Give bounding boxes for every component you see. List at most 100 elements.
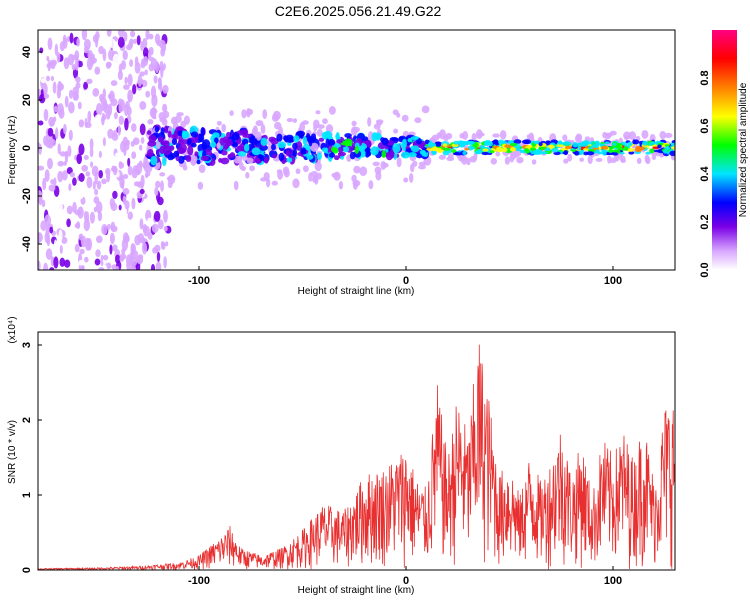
spectrogram-cell <box>146 130 152 135</box>
x-tick-label: -100 <box>188 575 210 587</box>
spectrogram-cell <box>353 165 361 174</box>
spectrogram-cell <box>260 177 268 182</box>
spectrogram-cell <box>52 81 57 94</box>
spectrogram-cell <box>229 110 234 116</box>
spectrogram-cell <box>447 153 454 160</box>
spectrogram-cell <box>241 109 247 119</box>
spectrogram-cell <box>651 154 657 161</box>
spectrogram-cell <box>321 131 329 140</box>
spectrogram-cell <box>151 106 157 116</box>
spectrogram-cell <box>136 35 141 46</box>
spectrogram-cell <box>171 138 178 145</box>
spectrogram-cell <box>59 257 66 267</box>
spectrogram-cell <box>81 164 89 172</box>
spectrogram-cell <box>74 223 80 229</box>
colorbar-gradient <box>712 30 737 270</box>
spectrogram-cell <box>401 138 407 149</box>
spectrogram-cell <box>68 183 72 192</box>
spectrogram-cell <box>292 148 298 158</box>
spectrogram-cell <box>123 84 130 90</box>
spectrogram-cell <box>146 149 154 158</box>
spectrogram-cell <box>214 137 219 144</box>
spectrogram-cell <box>64 95 69 108</box>
spectrogram-cell <box>154 125 160 133</box>
spectrogram-x-ticks: -100 0 100 <box>188 266 622 287</box>
snr-y-ticks: 3 2 1 0 <box>21 342 42 573</box>
spectrogram-cell <box>142 47 149 58</box>
spectrogram-cell <box>45 248 53 260</box>
spectrogram-cell <box>53 105 58 113</box>
spectrogram-cell <box>644 154 650 164</box>
spectrogram-cell <box>156 251 161 262</box>
spectrogram-cell <box>139 144 143 151</box>
spectrogram-cell <box>303 165 309 173</box>
spectrogram-cell <box>187 145 194 156</box>
spectrogram-cell <box>343 146 350 153</box>
spectrogram-cell <box>354 146 360 154</box>
spectrogram-cell <box>513 139 522 145</box>
spectrogram-cell <box>89 138 94 150</box>
spectrogram-cell <box>66 36 71 43</box>
spectrogram-cell <box>132 257 138 266</box>
spectrogram-cell <box>410 136 419 141</box>
spectrogram-cell <box>94 66 101 75</box>
spectrogram-cell <box>123 31 128 42</box>
spectrogram-cell <box>132 137 140 145</box>
spectrogram-cell <box>167 130 172 138</box>
spectrogram-cell <box>68 129 73 141</box>
spectrogram-cell <box>582 147 591 151</box>
spectrogram-cell <box>134 61 141 74</box>
spectrogram-cell <box>671 140 675 144</box>
spectrogram-cell <box>158 77 162 88</box>
spectrogram-cell <box>464 147 470 151</box>
spectrogram-cell <box>103 206 111 212</box>
spectrogram-cell <box>131 197 136 210</box>
spectrogram-cell <box>140 174 145 188</box>
spectrogram-cell <box>612 142 617 146</box>
spectrogram-cell <box>43 262 49 270</box>
spectrogram-cell <box>664 144 670 147</box>
spectrogram-cell <box>251 147 261 156</box>
spectrogram-cell <box>122 173 129 179</box>
spectrogram-cell <box>628 151 635 155</box>
spectrogram-cell <box>409 163 415 173</box>
spectrogram-cell <box>616 148 621 154</box>
spectrogram-cell <box>78 119 85 128</box>
spectrogram-cell <box>352 180 358 190</box>
spectrogram-cell <box>144 172 149 179</box>
spectrogram-cell <box>176 112 184 117</box>
spectrogram-cell <box>403 177 409 183</box>
spectrogram-cell <box>286 117 294 123</box>
spectrogram-cell <box>178 143 187 154</box>
snr-y-label: SNR (10 * v/v) <box>7 420 18 484</box>
colorbar-tick-label: 0.2 <box>699 214 711 229</box>
spectrogram-cell <box>650 141 657 145</box>
spectrogram-cell <box>114 152 121 161</box>
spectrogram-cell <box>119 255 125 262</box>
x-tick-label: 0 <box>403 575 409 587</box>
spectrogram-cell <box>608 146 615 150</box>
spectrogram-cell <box>233 180 239 191</box>
spectrogram-cell <box>328 106 336 115</box>
spectrogram-cell <box>107 39 113 48</box>
spectrogram-cell <box>186 138 192 145</box>
spectrogram-cell <box>86 176 93 189</box>
spectrogram-cell <box>492 133 500 138</box>
spectrogram-cell <box>246 157 254 164</box>
spectrogram-cell <box>84 237 91 251</box>
spectrogram-cell <box>108 103 113 116</box>
spectrogram-cell <box>645 151 652 155</box>
spectrogram-cell <box>139 123 146 136</box>
spectrogram-cell <box>414 117 422 124</box>
spectrogram-cell <box>620 158 626 164</box>
spectrogram-cell <box>392 143 401 154</box>
spectrogram-cell <box>112 53 120 66</box>
colorbar: 0.0 0.2 0.4 0.6 0.8 Normalized spectral … <box>699 30 749 278</box>
spectrogram-cell <box>314 175 319 185</box>
snr-marks <box>38 344 675 570</box>
spectrogram-cell <box>55 127 59 140</box>
spectrogram-cell <box>94 114 102 120</box>
spectrogram-cell <box>231 132 240 141</box>
spectrogram-cell <box>545 147 551 151</box>
spectrogram-cell <box>129 59 134 67</box>
